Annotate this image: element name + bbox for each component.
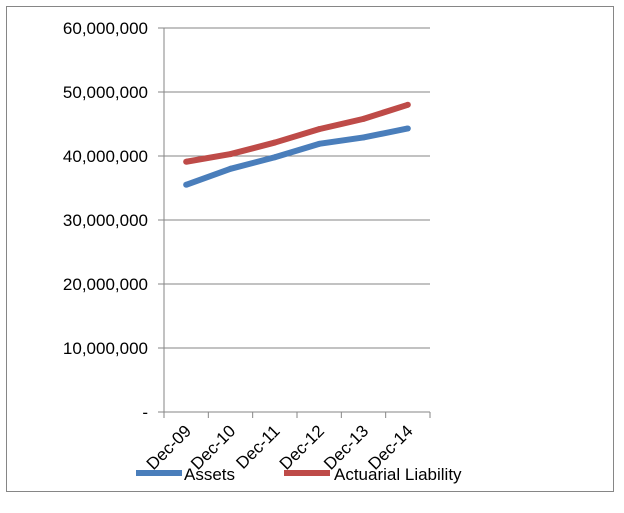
data-point — [227, 165, 234, 172]
data-point — [183, 181, 190, 188]
legend-label: Assets — [184, 465, 235, 484]
gridlines — [158, 27, 430, 413]
series-line-0 — [185, 125, 409, 188]
legend-label: Actuarial Liability — [334, 465, 462, 484]
data-point — [227, 151, 234, 158]
data-point — [183, 158, 190, 165]
y-tick-label: 60,000,000 — [63, 19, 148, 38]
series-lines — [183, 101, 411, 188]
y-tick-label: 50,000,000 — [63, 83, 148, 102]
legend: Assets Actuarial Liability — [136, 465, 462, 484]
axes — [163, 28, 431, 418]
chart-area — [6, 6, 614, 492]
x-tick-label: Dec-12 — [276, 421, 328, 473]
data-point — [316, 140, 323, 147]
data-point — [360, 115, 367, 122]
data-point — [316, 126, 323, 133]
data-point — [404, 101, 411, 108]
y-axis-tick-labels: - 10,000,000 20,000,000 30,000,000 40,000,00… — [63, 19, 148, 422]
data-point — [271, 154, 278, 161]
data-point — [271, 139, 278, 146]
data-point — [404, 125, 411, 132]
x-tick-label: Dec-11 — [232, 421, 283, 472]
y-tick-label: 40,000,000 — [63, 147, 148, 166]
series-line-1 — [185, 101, 409, 165]
data-point — [360, 134, 367, 141]
y-tick-label: - — [142, 403, 148, 422]
y-tick-label: 10,000,000 — [63, 339, 148, 358]
y-tick-label: 30,000,000 — [63, 211, 148, 230]
y-tick-label: 20,000,000 — [63, 275, 148, 294]
